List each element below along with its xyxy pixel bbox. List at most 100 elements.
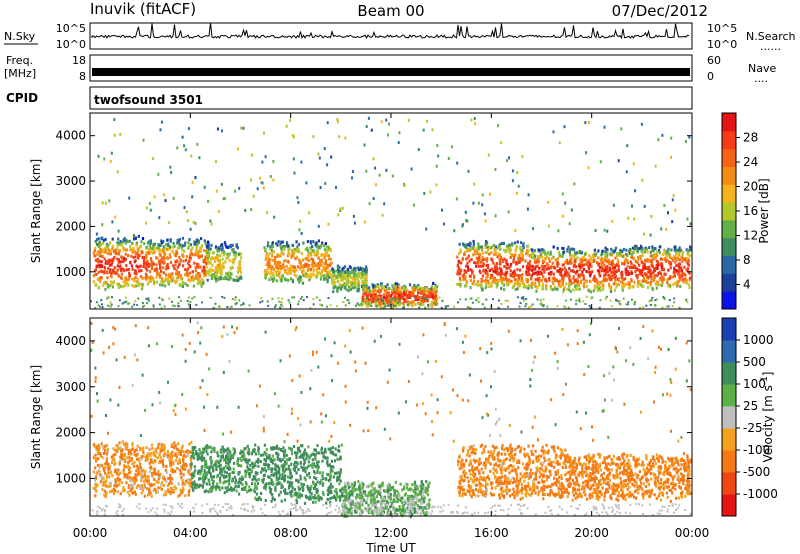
range-time-cell xyxy=(107,266,110,270)
range-time-cell xyxy=(99,279,102,283)
range-time-cell xyxy=(633,247,637,251)
range-time-cell xyxy=(170,477,173,481)
range-time-cell xyxy=(538,266,541,270)
range-time-cell xyxy=(584,252,587,256)
range-time-cell xyxy=(194,483,197,487)
range-time-cell xyxy=(614,281,617,285)
range-time-cell xyxy=(344,265,347,269)
range-time-cell xyxy=(630,298,633,301)
range-time-cell xyxy=(196,262,199,266)
range-time-cell xyxy=(159,243,163,247)
range-time-cell xyxy=(200,284,203,288)
range-time-cell xyxy=(148,251,151,255)
range-time-cell xyxy=(117,476,120,480)
range-time-cell xyxy=(651,286,654,290)
range-time-cell xyxy=(542,275,545,279)
range-time-cell xyxy=(167,247,170,251)
range-time-cell xyxy=(182,458,185,462)
range-time-cell xyxy=(467,243,470,247)
range-time-cell xyxy=(146,487,149,491)
range-time-cell xyxy=(412,300,415,303)
range-time-cell xyxy=(225,479,228,483)
range-time-cell xyxy=(93,455,96,459)
range-time-cell xyxy=(104,444,107,448)
range-time-cell xyxy=(216,271,219,275)
range-time-cell xyxy=(203,468,206,472)
range-time-cell xyxy=(225,459,228,463)
range-time-cell xyxy=(280,240,283,244)
range-time-cell xyxy=(184,450,187,454)
range-time-cell xyxy=(376,289,379,293)
range-time-cell xyxy=(183,144,186,148)
range-time-cell xyxy=(280,303,283,306)
range-time-cell xyxy=(674,281,677,285)
range-time-cell xyxy=(230,486,233,490)
range-time-cell xyxy=(481,258,484,261)
range-time-cell xyxy=(678,270,681,274)
range-time-cell xyxy=(497,252,500,256)
range-time-cell xyxy=(121,302,124,305)
range-time-cell xyxy=(375,299,378,303)
range-time-cell xyxy=(290,277,293,281)
range-time-cell xyxy=(611,259,614,263)
range-time-cell xyxy=(627,216,630,220)
range-time-cell xyxy=(304,272,307,276)
range-time-cell xyxy=(434,285,437,289)
range-time-cell xyxy=(95,238,98,242)
range-time-cell xyxy=(133,448,136,452)
range-time-cell xyxy=(262,480,265,484)
range-time-cell xyxy=(432,281,435,285)
range-time-cell xyxy=(610,247,613,251)
range-time-cell xyxy=(237,279,240,283)
range-time-cell xyxy=(443,222,446,226)
range-time-cell xyxy=(227,467,231,471)
range-time-cell xyxy=(239,269,242,273)
range-time-cell xyxy=(173,441,176,445)
range-time-cell xyxy=(162,464,165,468)
range-time-cell xyxy=(119,446,122,450)
range-time-cell xyxy=(354,283,357,287)
range-time-cell xyxy=(193,484,197,488)
range-time-cell xyxy=(490,251,493,255)
range-time-cell xyxy=(137,297,140,300)
range-time-cell xyxy=(676,280,679,284)
range-time-cell xyxy=(649,283,652,287)
range-time-cell xyxy=(122,246,125,250)
range-time-cell xyxy=(624,257,627,261)
range-time-cell xyxy=(136,452,139,456)
range-time-cell xyxy=(653,267,656,271)
range-time-cell xyxy=(308,211,311,215)
range-time-cell xyxy=(658,271,661,274)
range-time-cell xyxy=(103,468,106,472)
range-time-cell xyxy=(148,202,151,205)
range-time-cell xyxy=(417,291,420,295)
range-time-cell xyxy=(365,291,368,295)
range-time-cell xyxy=(465,264,468,268)
range-time-cell xyxy=(641,268,644,272)
range-time-cell xyxy=(413,288,416,292)
range-time-cell xyxy=(425,227,428,231)
colorbar-segment xyxy=(722,113,736,132)
range-time-cell xyxy=(354,304,357,307)
range-time-cell xyxy=(274,270,277,274)
range-time-cell xyxy=(493,279,496,283)
range-time-cell xyxy=(322,253,325,257)
range-time-cell xyxy=(300,278,303,282)
range-time-cell xyxy=(649,303,652,306)
range-time-cell xyxy=(215,189,218,193)
range-time-cell xyxy=(104,237,107,241)
range-time-cell xyxy=(176,238,179,242)
range-time-cell xyxy=(175,259,178,263)
range-time-cell xyxy=(304,265,307,268)
range-time-cell xyxy=(208,445,211,449)
range-time-cell xyxy=(289,269,292,273)
range-time-cell xyxy=(561,277,564,281)
range-time-cell xyxy=(158,274,162,278)
range-time-cell xyxy=(486,263,490,267)
range-time-cell xyxy=(296,277,300,281)
range-time-cell xyxy=(203,447,206,451)
range-time-cell xyxy=(141,237,145,240)
range-time-cell xyxy=(633,303,636,306)
range-time-cell xyxy=(603,274,606,278)
range-time-cell xyxy=(126,490,129,494)
